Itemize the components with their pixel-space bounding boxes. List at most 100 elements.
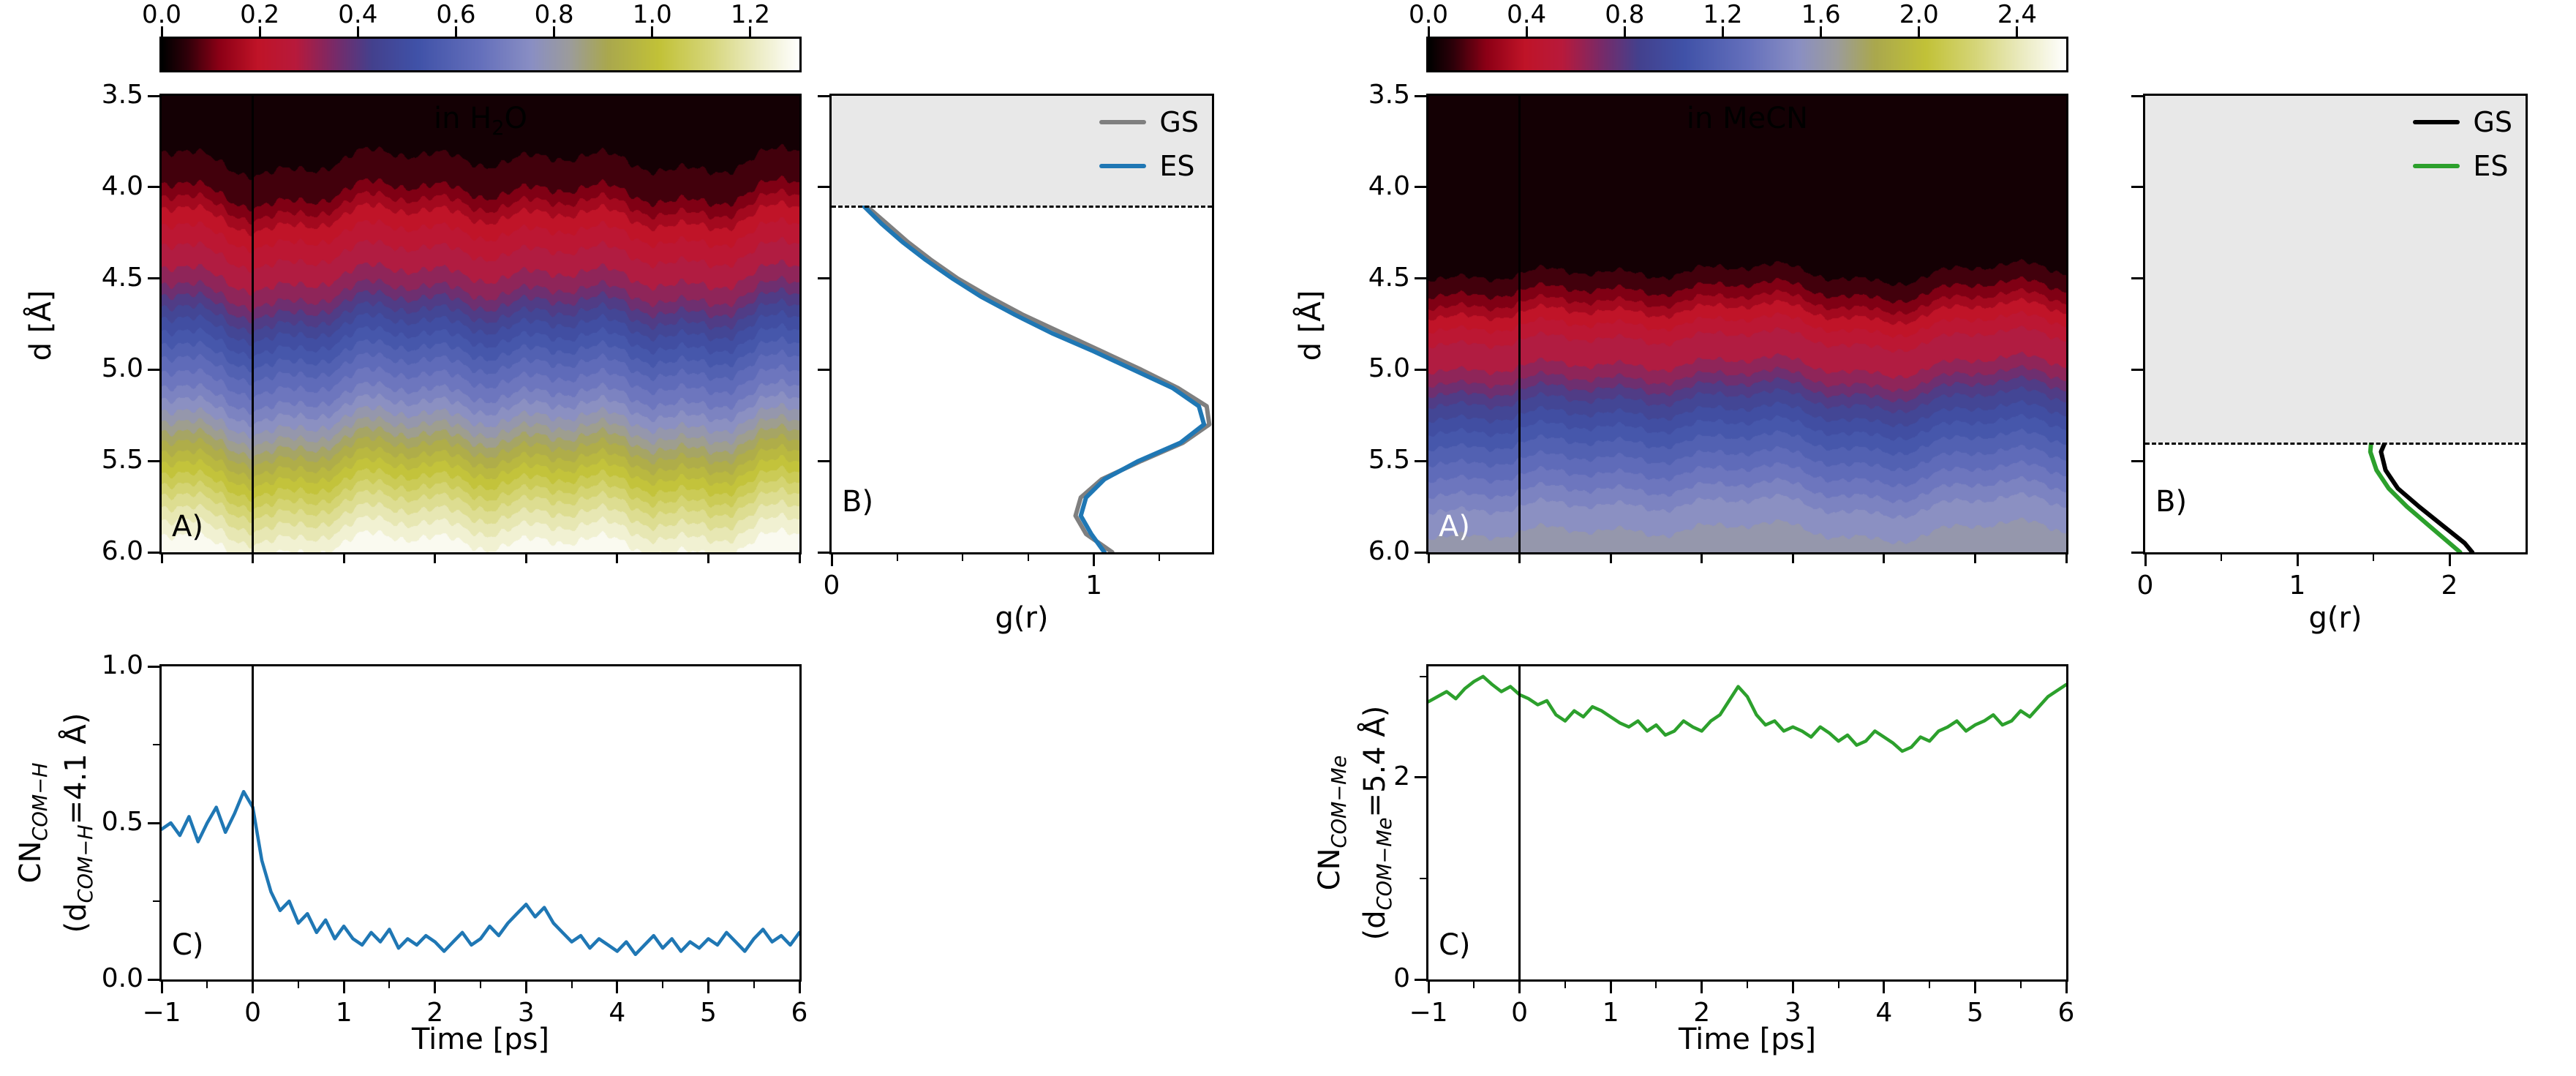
tick-label: 4.0 — [1368, 170, 1410, 201]
tick-mark — [1473, 982, 1475, 988]
tick-mark — [1415, 186, 1426, 189]
tick-mark — [2373, 554, 2374, 561]
tick-mark — [434, 982, 437, 993]
tick-label: 0 — [244, 998, 262, 1028]
colorbar-gradient-mecn — [1428, 39, 2066, 70]
tick-label: 0 — [1511, 998, 1529, 1028]
legend-label-gs: GS — [1159, 106, 1199, 138]
tick-mark — [1415, 978, 1426, 981]
tick-mark — [818, 186, 829, 189]
tick-mark — [1973, 554, 1976, 563]
heatmap-panel-mecn: in MeCN A) — [1426, 94, 2068, 554]
tick-label: 1 — [1085, 571, 1103, 601]
x-axis-label-time-h2o: Time [ps] — [411, 1023, 550, 1056]
heatmap-canvas-h2o — [162, 96, 799, 552]
cn-plot-h2o — [162, 789, 799, 957]
time-zero-line — [252, 666, 255, 979]
tick-label: 2 — [1693, 998, 1711, 1028]
panel-label-c-h2o: C) — [172, 928, 204, 962]
x-axis-label-time-mecn: Time [ps] — [1678, 1023, 1817, 1056]
tick-label: 1 — [1602, 998, 1619, 1028]
tick-mark — [1609, 554, 1612, 563]
tick-label: 2 — [2441, 571, 2458, 601]
tick-mark — [524, 554, 527, 563]
tick-label: 0.4 — [338, 0, 378, 29]
tick-mark — [1525, 26, 1528, 37]
tick-label: 0.6 — [436, 0, 476, 29]
colorbar-h2o — [159, 37, 802, 72]
tick-label: 5.0 — [1368, 353, 1410, 384]
tick-mark — [148, 94, 159, 97]
tick-mark — [896, 554, 898, 561]
tick-label: 4.5 — [1368, 262, 1410, 293]
tick-mark — [2131, 459, 2143, 462]
tick-mark — [252, 554, 255, 563]
tick-mark — [454, 26, 457, 37]
legend-label-es: ES — [1159, 150, 1195, 182]
cn-panel-h2o: C) — [159, 664, 802, 982]
tick-mark — [1427, 982, 1430, 993]
heatmap-title-mecn: in MeCN — [1686, 102, 1809, 135]
tick-label: 0.2 — [240, 0, 280, 29]
tick-mark — [1837, 982, 1839, 988]
tick-label: −1 — [142, 998, 181, 1028]
tick-mark — [818, 459, 829, 462]
tick-mark — [356, 26, 359, 37]
tick-label: 4 — [1875, 998, 1893, 1028]
tick-label: 3.5 — [101, 80, 143, 110]
tick-mark — [1655, 982, 1657, 988]
tick-mark — [1415, 459, 1426, 462]
x-axis-label-gr-h2o: g(r) — [995, 601, 1049, 635]
tick-mark — [2131, 94, 2143, 97]
legend-h2o: GS ES — [1099, 106, 1199, 182]
tick-mark — [1623, 26, 1626, 37]
tick-mark — [818, 277, 829, 280]
legend-item-gs: GS — [2413, 106, 2512, 138]
gr-panel-h2o: GS ES B) — [829, 94, 1214, 554]
tick-mark — [2019, 982, 2022, 988]
tick-label: 4 — [609, 998, 626, 1028]
y-axis-label-d-mecn: d [Å] — [1294, 290, 1327, 361]
tick-mark — [1518, 982, 1521, 993]
cn-curve — [162, 789, 799, 957]
tick-mark — [524, 982, 527, 993]
panel-label-b-mecn: B) — [2155, 485, 2188, 519]
tick-mark — [1415, 368, 1426, 371]
tick-mark — [2131, 368, 2143, 371]
tick-label: 0.8 — [1605, 0, 1645, 29]
tick-label: 3.5 — [1368, 80, 1410, 110]
tick-mark — [1415, 776, 1426, 779]
tick-mark — [553, 26, 556, 37]
tick-label: 0.8 — [534, 0, 574, 29]
cn-panel-mecn: C) — [1426, 664, 2068, 982]
tick-mark — [2221, 554, 2222, 561]
tick-mark — [798, 982, 801, 993]
tick-label: 0.4 — [1507, 0, 1547, 29]
tick-mark — [160, 554, 163, 563]
tick-label: 1.6 — [1801, 0, 1841, 29]
tick-mark — [1791, 982, 1794, 993]
tick-label: 1.0 — [101, 650, 143, 680]
tick-mark — [1415, 551, 1426, 554]
tick-mark — [258, 26, 261, 37]
tick-mark — [148, 186, 159, 189]
tick-mark — [2065, 982, 2068, 993]
tick-label: 5 — [699, 998, 717, 1028]
tick-mark — [1420, 675, 1426, 677]
tick-mark — [1918, 26, 1921, 37]
tick-mark — [707, 982, 709, 993]
time-zero-line — [1518, 666, 1521, 979]
tick-label: 6 — [791, 998, 808, 1028]
tick-mark — [818, 368, 829, 371]
colorbar-mecn — [1426, 37, 2068, 72]
tick-label: 6 — [2057, 998, 2075, 1028]
tick-mark — [1883, 554, 1886, 563]
tick-mark — [297, 982, 299, 988]
tick-mark — [342, 554, 345, 563]
tick-mark — [2144, 554, 2147, 566]
tick-mark — [616, 982, 619, 993]
tick-mark — [2448, 554, 2451, 566]
tick-mark — [148, 821, 159, 824]
panel-label-a-mecn: A) — [1439, 510, 1470, 543]
